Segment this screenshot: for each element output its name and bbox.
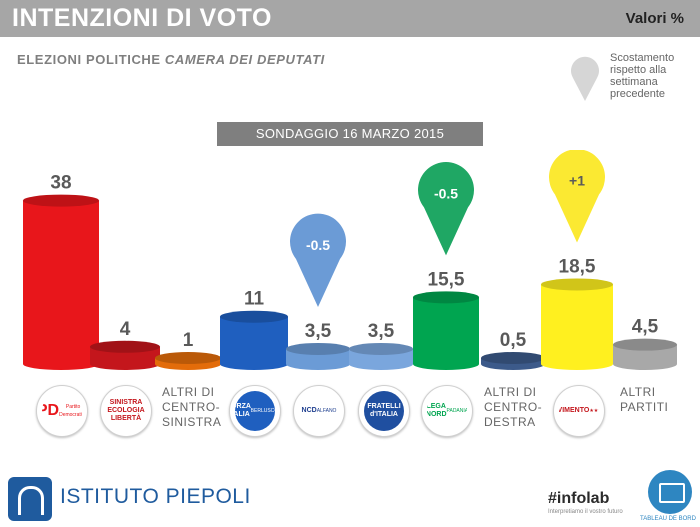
bar-value-label: 38 xyxy=(50,173,71,194)
bar-top xyxy=(90,340,160,353)
bar-value-label: 15,5 xyxy=(428,269,465,290)
shift-marker-movimento-5-stelle: +1 xyxy=(549,150,605,243)
infolab-subtitle: Interpretiamo il vostro futuro xyxy=(548,509,623,515)
bar-top xyxy=(286,342,350,355)
label-altri: ALTRI PARTITI xyxy=(620,385,668,415)
bar-partito-democratico xyxy=(23,194,99,370)
bar-altri-di-centro-sinistra xyxy=(155,352,221,370)
shift-pin xyxy=(549,150,605,243)
bar-fratelli-d-italia xyxy=(349,342,413,370)
logo-subtext: BERLUSCONI xyxy=(250,408,275,414)
infolab-tag: #infolab xyxy=(548,490,610,507)
shift-label: -0.5 xyxy=(306,237,330,253)
book-icon xyxy=(648,470,692,514)
label-line: CENTRO- xyxy=(484,400,543,414)
bar-value-label: 3,5 xyxy=(305,321,332,342)
bar-altri-partiti xyxy=(613,338,677,370)
bar-value-label: 3,5 xyxy=(368,321,395,342)
bar-top xyxy=(541,278,613,291)
label-line: CENTRO- xyxy=(162,400,221,414)
bar-movimento-5-stelle xyxy=(541,278,613,370)
logo-subtext: ★★★★★ xyxy=(589,408,599,414)
bar-top xyxy=(413,291,479,304)
logo-m5s: MOVIMENTO★★★★★ xyxy=(553,385,605,437)
bar-value-label: 1 xyxy=(183,330,194,351)
bar-body xyxy=(286,348,350,370)
bar-ncd-alfano xyxy=(286,342,350,370)
bar-top xyxy=(613,338,677,351)
bar-forza-italia xyxy=(220,310,288,370)
logo-text: SINISTRA ECOLOGIA LIBERTÀ xyxy=(107,399,145,422)
logo-fdi: FRATELLI d'ITALIA xyxy=(358,385,410,437)
label-line: ALTRI DI xyxy=(162,385,215,399)
logo-subtext: Partito Democratico xyxy=(59,404,82,418)
bar-top xyxy=(349,342,413,355)
map-pin-icon xyxy=(571,56,599,101)
bar-body xyxy=(349,348,413,370)
label-centro-sinistra: ALTRI DI CENTRO- SINISTRA xyxy=(162,385,221,430)
shift-marker-lega-nord: -0.5 xyxy=(418,162,474,256)
shift-legend: Scostamento rispetto alla settimana prec… xyxy=(570,52,680,112)
logo-text: LEGA NORD xyxy=(427,403,447,418)
units-label: Valori % xyxy=(625,10,684,27)
label-line: DESTRA xyxy=(484,415,536,429)
bar-value-label: 18,5 xyxy=(559,256,596,277)
logo-text: MOVIMENTO xyxy=(559,407,590,414)
logo-text: NCD xyxy=(301,407,317,414)
logo-text: PD xyxy=(42,402,60,419)
logo-lega: LEGA NORD PADANIA xyxy=(421,385,473,437)
bar-body xyxy=(90,346,160,370)
institute-name: ISTITUTO PIEPOLI xyxy=(60,485,251,508)
page-title: INTENZIONI DI VOTO xyxy=(12,4,272,32)
bar-top xyxy=(481,352,545,364)
shift-pin xyxy=(418,162,474,256)
bar-top xyxy=(23,194,99,207)
shift-pin xyxy=(290,213,346,307)
subtitle-emphasis: CAMERA DEI DEPUTATI xyxy=(164,52,325,67)
shift-label: +1 xyxy=(569,172,585,188)
shift-label: -0.5 xyxy=(434,185,458,201)
header-bar: INTENZIONI DI VOTO Valori % xyxy=(0,0,700,37)
label-line: PARTITI xyxy=(620,400,669,414)
logo-text: FRATELLI d'ITALIA xyxy=(367,403,401,418)
bar-lega-nord xyxy=(413,291,479,370)
subtitle-prefix: ELEZIONI POLITICHE xyxy=(17,52,165,67)
survey-date-banner: SONDAGGIO 16 MARZO 2015 xyxy=(217,122,483,146)
label-centro-destra: ALTRI DI CENTRO- DESTRA xyxy=(484,385,542,430)
chart-subtitle: ELEZIONI POLITICHE CAMERA DEI DEPUTATI xyxy=(17,52,325,67)
logo-ncd: NCD ALFANO xyxy=(293,385,345,437)
shift-marker-ncd-alfano: -0.5 xyxy=(290,213,346,307)
bar-body xyxy=(613,344,677,370)
bar-top xyxy=(155,352,221,364)
bar-body xyxy=(23,200,99,370)
bar-body xyxy=(413,297,479,370)
label-line: SINISTRA xyxy=(162,415,222,429)
logo-subtext: PADANIA xyxy=(446,408,467,414)
logo-text: FORZA ITALIA xyxy=(235,403,251,418)
bar-value-label: 11 xyxy=(244,289,265,310)
bar-body xyxy=(220,316,288,370)
logo-subtext: ALFANO xyxy=(316,408,337,414)
bar-value-label: 0,5 xyxy=(500,330,527,351)
label-line: ALTRI DI xyxy=(484,385,537,399)
bar-value-label: 4,5 xyxy=(632,317,659,338)
tableau-label: TABLEAU DE BORD xyxy=(640,516,696,522)
bar-top xyxy=(220,310,288,323)
bar-body xyxy=(541,284,613,370)
logo-fi: FORZA ITALIABERLUSCONI xyxy=(229,385,281,437)
bar-sinistra-ecologia-libert xyxy=(90,340,160,370)
bar-altri-di-centro-destra xyxy=(481,352,545,370)
institute-logo-icon xyxy=(8,477,52,521)
bar-value-label: 4 xyxy=(120,319,131,340)
label-line: ALTRI xyxy=(620,385,656,399)
shift-legend-text: Scostamento rispetto alla settimana prec… xyxy=(610,52,675,100)
logo-sel: SINISTRA ECOLOGIA LIBERTÀ xyxy=(100,385,152,437)
